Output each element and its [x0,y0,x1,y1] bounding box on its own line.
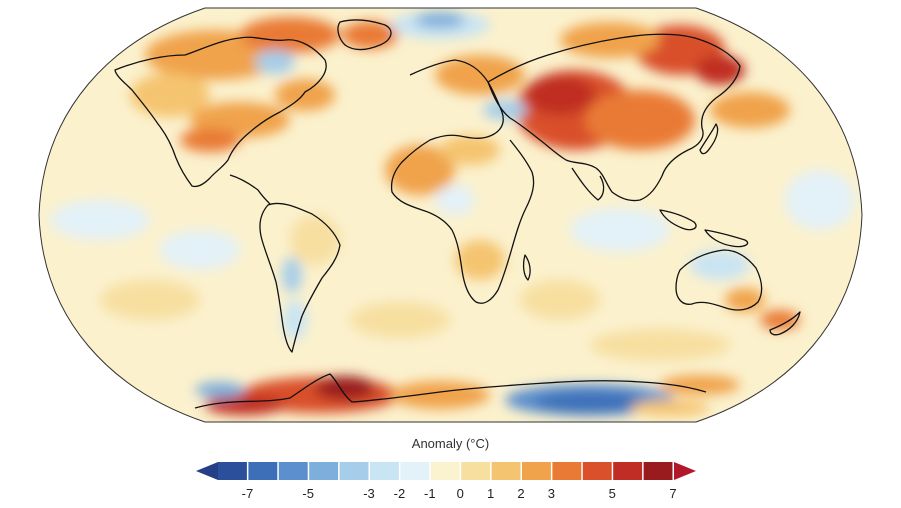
colorbar-tick-label: -1 [424,486,436,501]
colorbar-bin [522,462,551,480]
colorbar-tick-label: 3 [547,486,556,501]
anomaly-map [38,7,863,423]
colorbar-bin [491,462,521,480]
colorbar-bin [643,462,673,480]
colorbar-tick-label: 2 [517,486,525,501]
colorbar-tick-label: 5 [608,486,616,501]
colorbar-arrow-low [196,462,218,480]
colorbar-tick-label: -3 [363,486,375,501]
globe-outline [38,7,863,423]
colorbar [196,462,696,480]
colorbar-bin [309,462,339,480]
colorbar-bin [461,462,491,480]
colorbar-bin [218,462,247,480]
legend-title: Anomaly (°C) [411,436,490,451]
colorbar-bin [339,462,369,480]
world-map-svg [38,7,863,423]
colorbar-bin [613,462,643,480]
colorbar-tick-label: -5 [302,486,314,501]
colorbar-bin [278,462,308,480]
colorbar-bin [552,462,582,480]
coastlines [114,19,801,409]
colorbar-bin [370,462,399,480]
colorbar-tick-label: 1 [486,486,495,501]
colorbar-bin [430,462,460,480]
colorbar-tick-label: -2 [393,486,406,501]
colorbar-tick-label: 7 [669,486,677,501]
colorbar-arrow-high [674,462,696,480]
colorbar-tick-label: 0 [456,486,464,501]
colorbar-bin [248,462,278,480]
colorbar-bin [582,462,612,480]
anomaly-field [50,11,855,416]
colorbar-tick-label: -7 [241,486,254,501]
colorbar-bin [400,462,430,480]
